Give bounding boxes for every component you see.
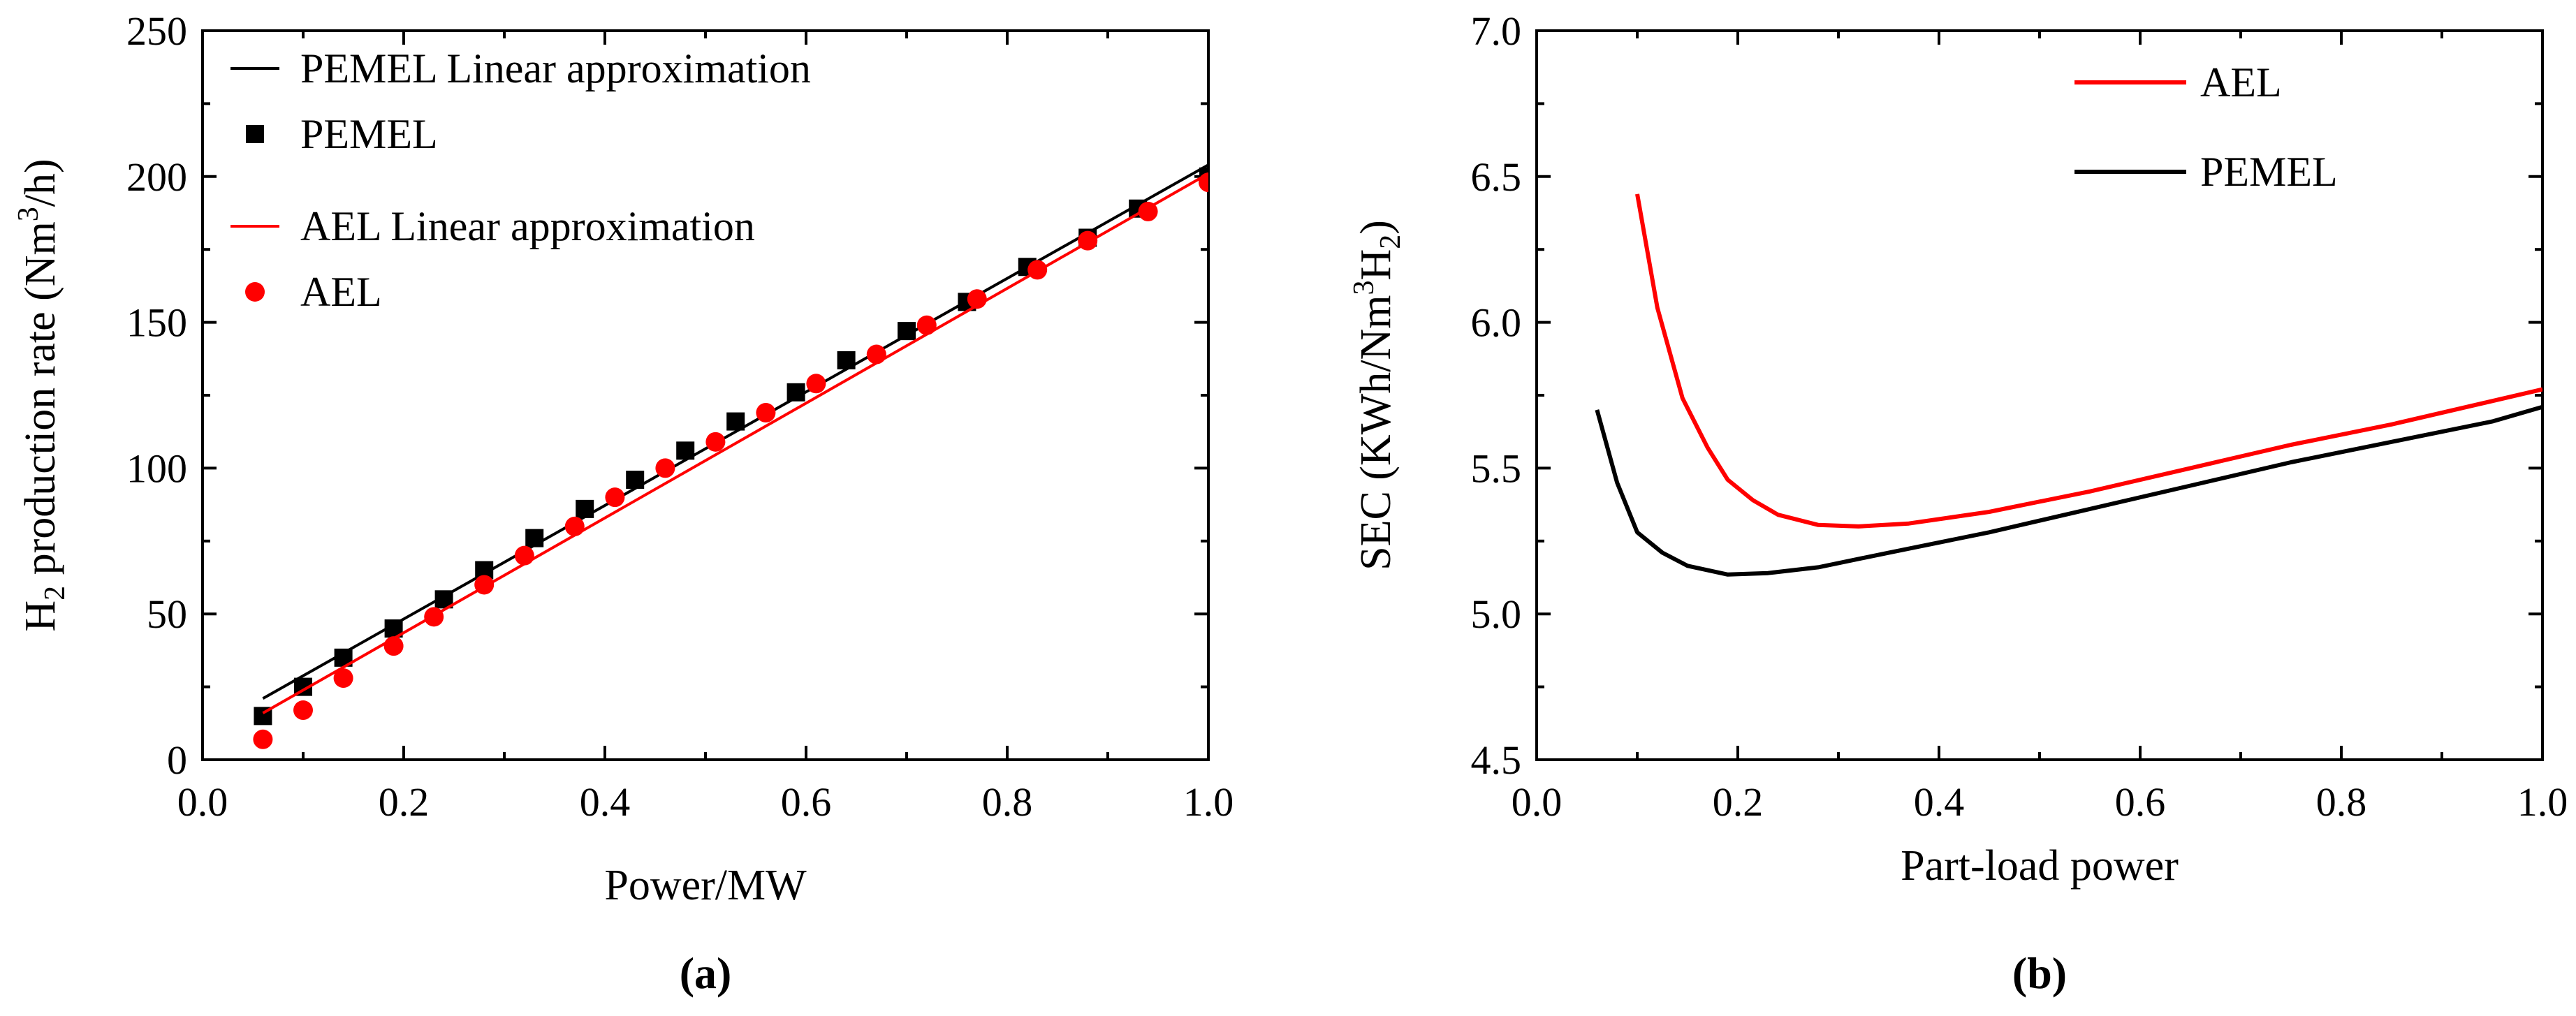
x-tick-label: 0.8 (2316, 779, 2367, 825)
y-tick-label: 6.5 (1471, 154, 1522, 200)
chart-panel-b: 0.0 0.2 0.4 0.6 0.8 1.0 4.5 5.0 5.5 6.0 6.5 7.0 Part… (1348, 8, 2568, 998)
panel-label: (a) (680, 948, 732, 998)
legend-label: AEL Linear approximation (300, 203, 755, 249)
y-tick-label: 50 (147, 591, 187, 637)
ael-data-point (967, 289, 987, 309)
y-tick-label: 6.0 (1471, 300, 1522, 346)
panel-label: (b) (2012, 948, 2067, 998)
ael-data-point (253, 729, 273, 749)
y-tick-label: 150 (126, 300, 187, 346)
pemel-data-point (786, 383, 805, 402)
legend-marker-square (246, 125, 264, 143)
ael-data-point (806, 374, 826, 394)
x-tick-label: 0.2 (379, 779, 430, 825)
series-line-ael (1635, 193, 2542, 529)
ael-data-point (424, 607, 444, 627)
x-tick-label: 0.8 (982, 779, 1033, 825)
ael-data-point (514, 545, 534, 566)
y-tick-label: 250 (126, 8, 187, 54)
plot-area (1595, 193, 2542, 577)
pemel-data-point (525, 529, 544, 547)
ael-data-point (655, 458, 675, 478)
ael-data-point (705, 432, 726, 452)
x-tick-label: 1.0 (1183, 779, 1234, 825)
pemel-data-point (676, 441, 695, 460)
y-tick-label: 7.0 (1471, 8, 1522, 54)
y-tick-label: 200 (126, 154, 187, 200)
legend-label: PEMEL (2200, 149, 2338, 195)
series-line-pemel (1595, 404, 2542, 577)
legend-label: AEL (2200, 59, 2282, 105)
y-axis-title: H2 production rate (Nm3/h) (13, 159, 71, 631)
ael-data-point (1078, 230, 1098, 251)
ael-data-point (564, 516, 585, 536)
series-line-ael-linear-approximation (262, 172, 1208, 714)
legend-label: AEL (300, 269, 382, 315)
x-tick-label: 0.4 (580, 779, 631, 825)
x-tick-label: 1.0 (2517, 779, 2568, 825)
x-tick-label: 0.2 (1713, 779, 1764, 825)
plot-area (253, 163, 1208, 749)
ael-data-point (605, 487, 625, 508)
x-axis-title: Part-load power (1901, 842, 2179, 890)
chart-panel-a: 0.0 0.2 0.4 0.6 0.8 1.0 0 50 100 150 200 250 Power/M… (13, 8, 1234, 998)
ael-data-point (1138, 201, 1158, 221)
x-tick-label: 0.6 (2115, 779, 2166, 825)
x-tick-label: 0.6 (781, 779, 832, 825)
y-tick-label: 100 (126, 446, 187, 491)
y-tick-label: 0 (167, 737, 187, 783)
y-tick-label: 5.5 (1471, 446, 1522, 491)
ael-data-point (1199, 172, 1208, 193)
y-tick-label: 5.0 (1471, 591, 1522, 637)
pemel-data-point (576, 499, 594, 518)
ael-data-point (293, 700, 313, 721)
x-tick-label: 0.0 (1512, 779, 1563, 825)
x-axis-title: Power/MW (604, 862, 807, 909)
plot-frame (1535, 29, 2544, 761)
legend-label: PEMEL Linear approximation (300, 45, 811, 91)
series-line-pemel-linear-approximation (262, 163, 1208, 700)
ael-data-point (916, 315, 937, 335)
x-tick-label: 0.4 (1914, 779, 1965, 825)
ael-data-point (1027, 260, 1048, 280)
legend-label: PEMEL (300, 111, 438, 157)
y-tick-label: 4.5 (1471, 737, 1522, 783)
y-axis-title: SEC (KWh/Nm3H2) (1348, 220, 1407, 570)
ael-data-point (866, 344, 886, 365)
pemel-data-point (837, 351, 856, 369)
pemel-data-point (726, 412, 745, 431)
ael-data-point (333, 668, 353, 689)
legend-marker-circle (245, 282, 265, 302)
x-tick-label: 0.0 (177, 779, 228, 825)
ael-data-point (474, 575, 495, 595)
pemel-data-point (898, 322, 916, 341)
ael-data-point (756, 403, 776, 423)
pemel-data-point (626, 471, 645, 489)
ael-data-point (383, 636, 404, 656)
